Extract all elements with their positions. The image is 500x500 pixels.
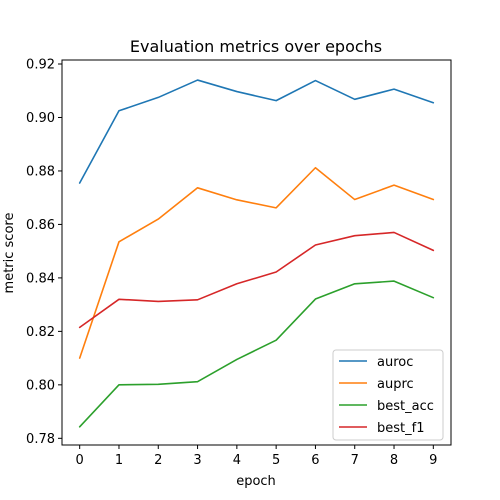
y-axis-label: metric score xyxy=(2,213,17,294)
plot-area-frame xyxy=(61,59,452,446)
legend-label: auprc xyxy=(377,377,414,392)
legend-label: auroc xyxy=(377,355,413,370)
legend-box xyxy=(332,349,444,441)
series-line-auprc xyxy=(78,166,435,359)
chart-title: Evaluation metrics over epochs xyxy=(130,37,382,56)
y-tick-label: 0.86 xyxy=(26,218,55,233)
x-tick-label: 9 xyxy=(429,453,437,468)
x-tick-label: 8 xyxy=(390,453,398,468)
series-line-auroc xyxy=(78,79,435,184)
x-tick-label: 2 xyxy=(154,453,162,468)
x-tick-label: 6 xyxy=(311,453,319,468)
y-tick-label: 0.92 xyxy=(26,58,55,73)
series-line-best-f1 xyxy=(78,231,435,329)
x-tick-label: 5 xyxy=(272,453,280,468)
x-tick-label: 4 xyxy=(233,453,241,468)
y-tick-label: 0.80 xyxy=(26,378,55,393)
x-axis-label: epoch xyxy=(236,474,276,489)
x-tick-label: 3 xyxy=(193,453,201,468)
x-tick-label: 0 xyxy=(76,453,84,468)
x-tick-label: 7 xyxy=(351,453,359,468)
x-tick-label: 1 xyxy=(115,453,123,468)
y-tick-label: 0.82 xyxy=(26,325,55,340)
series-line-best-acc xyxy=(78,280,435,428)
y-tick-label: 0.90 xyxy=(26,111,55,126)
legend-label: best_acc xyxy=(377,399,434,414)
legend-label: best_f1 xyxy=(377,421,424,436)
legend: auroc auprc best_acc best_f1 xyxy=(332,349,444,441)
y-tick-label: 0.78 xyxy=(26,432,55,447)
y-tick-label: 0.84 xyxy=(26,271,55,286)
y-tick-label: 0.88 xyxy=(26,164,55,179)
